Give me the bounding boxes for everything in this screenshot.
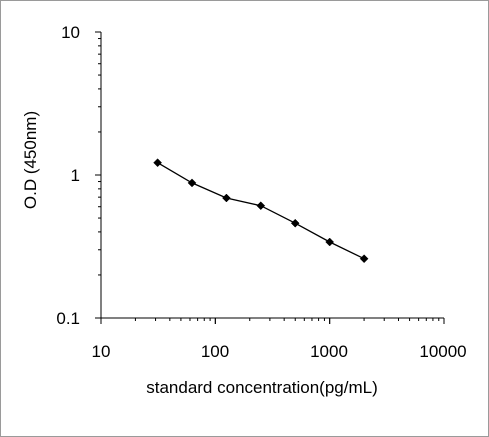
data-point-marker: [222, 193, 231, 203]
data-point-marker: [325, 237, 335, 247]
series-line: [157, 162, 365, 260]
data-series: [153, 158, 369, 264]
x-tick-label-100: 100: [201, 342, 229, 361]
data-point-marker: [256, 201, 266, 211]
data-point-marker: [359, 254, 369, 264]
x-tick-label-10000: 10000: [419, 342, 466, 361]
y-axis-title: O.D (450nm): [21, 111, 40, 209]
data-point-marker: [187, 178, 197, 188]
x-tick-label-1000: 1000: [310, 342, 348, 361]
data-point-marker: [290, 218, 300, 228]
y-tick-label-10: 10: [61, 23, 80, 42]
x-axis-title: standard concentration(pg/mL): [146, 378, 378, 397]
axis-ticks: [95, 31, 445, 324]
data-point-marker: [153, 158, 162, 168]
x-tick-label-10: 10: [92, 342, 111, 361]
y-tick-label-0-1: 0.1: [56, 309, 80, 328]
y-tick-label-1: 1: [71, 166, 80, 185]
